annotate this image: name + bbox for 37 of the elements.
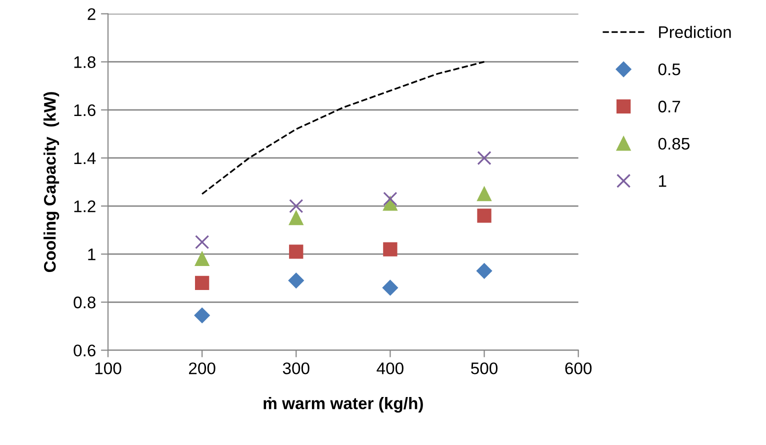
y-tick-label: 1.2 <box>74 200 96 212</box>
y-axis-title: Cooling Capacity (kW) <box>44 92 60 272</box>
point <box>477 208 492 223</box>
x-axis-title: ṁ warm water (kg/h) <box>264 397 423 413</box>
y-tick-label: 1.4 <box>74 152 96 164</box>
y-tick-label: 0.6 <box>74 344 96 356</box>
point <box>476 263 492 279</box>
y-tick-label: 1.6 <box>74 104 96 116</box>
point <box>194 234 210 250</box>
point <box>383 192 398 206</box>
legend-label: 1 <box>659 175 666 187</box>
point <box>477 186 492 202</box>
point <box>289 210 304 226</box>
point <box>289 244 304 259</box>
y-tick-label: 0.8 <box>74 296 96 308</box>
x-tick-label: 500 <box>471 362 498 374</box>
y-tick-label: 1 <box>88 248 96 260</box>
legend-label: 0.85 <box>658 138 690 150</box>
point <box>194 308 210 324</box>
y-tick-label: 1.8 <box>74 56 96 68</box>
point <box>289 198 304 214</box>
point <box>382 280 398 296</box>
point <box>194 276 210 290</box>
point <box>383 242 398 256</box>
x-tick-label: 300 <box>282 362 310 374</box>
point <box>477 150 492 166</box>
y-tick-label: 2 <box>88 8 96 20</box>
line-series <box>201 61 486 195</box>
legend-label: 0.5 <box>658 63 680 76</box>
point <box>194 252 210 266</box>
x-tick-label: 400 <box>376 362 404 374</box>
x-tick-label: 100 <box>95 362 122 374</box>
legend-label: Prediction <box>659 26 731 38</box>
x-tick-label: 600 <box>565 362 592 374</box>
legend-label: 0.7 <box>658 100 680 112</box>
point <box>288 272 304 288</box>
x-tick-label: 200 <box>189 362 216 374</box>
